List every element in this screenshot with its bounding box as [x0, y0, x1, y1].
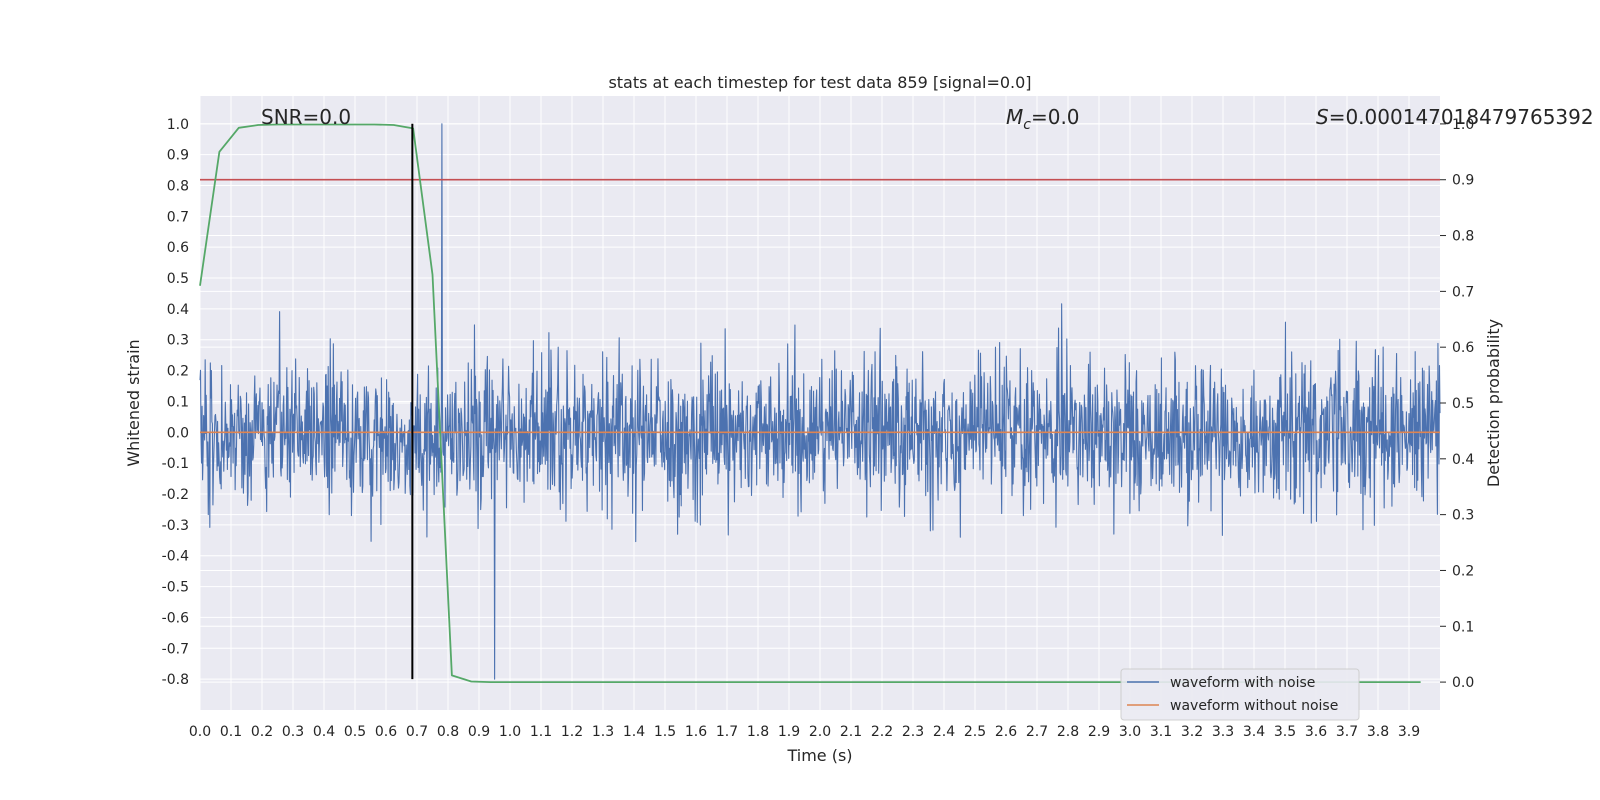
y-right-tick-label: 0.0 [1452, 675, 1474, 691]
x-tick-label: 0.4 [313, 724, 335, 740]
x-tick-label: 0.0 [189, 724, 211, 740]
x-tick-label: 2.6 [995, 724, 1017, 740]
chirp-mass-value: =0.0 [1031, 105, 1080, 129]
x-tick-label: 1.8 [747, 724, 769, 740]
snr-annotation: SNR=0.0 [261, 105, 351, 129]
x-tick-label: 0.8 [437, 724, 459, 740]
x-tick-label: 3.8 [1367, 724, 1389, 740]
chirp-mass-subscript: c [1023, 117, 1031, 133]
chirp-mass-annotation: Mc=0.0 [1006, 105, 1080, 133]
x-axis-label: Time (s) [786, 746, 852, 765]
y-tick-label: -0.4 [162, 549, 189, 565]
x-tick-label: 1.4 [623, 724, 645, 740]
detection-probability-line [199, 123, 1421, 683]
legend-label-with-noise: waveform with noise [1170, 675, 1315, 691]
x-tick-label: 3.9 [1398, 724, 1420, 740]
x-tick-label: 1.2 [561, 724, 583, 740]
y-axis-label: Whitened strain [124, 339, 143, 466]
y-right-tick-label: 1.0 [1452, 117, 1474, 133]
series-lines [199, 123, 1440, 683]
x-tick-label: 3.0 [1119, 724, 1141, 740]
legend-label-without-noise: waveform without noise [1170, 698, 1338, 714]
s-value: =0.000147018479765392 [1329, 105, 1594, 129]
y-right-tick-label: 0.9 [1452, 173, 1474, 189]
y-axis-right-label: Detection probability [1484, 319, 1503, 487]
x-tick-label: 2.8 [1057, 724, 1079, 740]
y-tick-label: -0.8 [162, 672, 189, 688]
y-tick-label: 0.1 [167, 394, 189, 410]
s-annotation: S=0.000147018479765392 [1316, 105, 1594, 129]
x-tick-label: 3.7 [1336, 724, 1358, 740]
chirp-mass-symbol: M [1006, 105, 1023, 129]
y-tick-label: -0.5 [162, 580, 189, 596]
axis-ticks: 0.0 0.1 0.2 0.3 0.4 0.5 0.6 0.7 0.8 0.9 1.0 1.1 1.2 1… [162, 117, 1475, 740]
x-tick-label: 3.5 [1274, 724, 1296, 740]
x-tick-label: 0.6 [375, 724, 397, 740]
x-tick-label: 0.3 [282, 724, 304, 740]
y-tick-label: 0.6 [167, 240, 189, 256]
y-right-tick-label: 0.8 [1452, 229, 1474, 245]
x-tick-label: 2.1 [840, 724, 862, 740]
x-tick-label: 2.2 [871, 724, 893, 740]
x-tick-label: 3.3 [1212, 724, 1234, 740]
y-right-tick-label: 0.5 [1452, 396, 1474, 412]
y-right-tick-label: 0.4 [1452, 452, 1474, 468]
x-tick-label: 3.6 [1305, 724, 1327, 740]
y-tick-label: -0.1 [162, 456, 189, 472]
y-tick-label: 0.0 [167, 425, 189, 441]
y-tick-label: 0.4 [167, 302, 189, 318]
y-right-tick-label: 0.6 [1452, 340, 1474, 356]
x-tick-label: 0.7 [406, 724, 428, 740]
x-tick-label: 0.2 [251, 724, 273, 740]
y-tick-label: 0.9 [167, 148, 189, 164]
y-tick-label: 0.7 [167, 209, 189, 225]
x-tick-label: 0.9 [468, 724, 490, 740]
y-tick-label: 0.3 [167, 333, 189, 349]
x-tick-label: 2.5 [964, 724, 986, 740]
x-tick-label: 1.9 [778, 724, 800, 740]
x-tick-label: 1.1 [530, 724, 552, 740]
y-right-tick-label: 0.1 [1452, 619, 1474, 635]
x-tick-label: 0.1 [220, 724, 242, 740]
legend-box [1120, 668, 1360, 721]
y-tick-label: 0.8 [167, 178, 189, 194]
s-symbol: S [1316, 105, 1329, 129]
y-tick-label: 0.5 [167, 271, 189, 287]
x-tick-label: 1.5 [654, 724, 676, 740]
y-tick-label: -0.7 [162, 641, 189, 657]
y-tick-label: -0.3 [162, 518, 189, 534]
y-right-tick-label: 0.7 [1452, 284, 1474, 300]
x-tick-label: 3.1 [1150, 724, 1172, 740]
x-tick-label: 2.7 [1026, 724, 1048, 740]
x-tick-label: 3.4 [1243, 724, 1265, 740]
y-tick-label: -0.6 [162, 610, 189, 626]
x-tick-label: 1.6 [685, 724, 707, 740]
series-waveform-with-noise [199, 123, 1441, 680]
y-tick-label: -0.2 [162, 487, 189, 503]
x-tick-label: 1.3 [592, 724, 614, 740]
waveform-with-noise-line [199, 123, 1441, 680]
y-right-tick-label: 0.3 [1452, 508, 1474, 524]
x-tick-label: 3.2 [1181, 724, 1203, 740]
x-tick-label: 0.5 [344, 724, 366, 740]
x-tick-label: 2.0 [809, 724, 831, 740]
x-tick-label: 2.3 [902, 724, 924, 740]
legend: waveform with noise waveform without noi… [1120, 668, 1360, 721]
x-tick-label: 2.4 [933, 724, 955, 740]
y-tick-label: 0.2 [167, 364, 189, 380]
x-tick-label: 1.7 [716, 724, 738, 740]
x-tick-label: 2.9 [1088, 724, 1110, 740]
x-tick-label: 1.0 [499, 724, 521, 740]
chart-title: stats at each timestep for test data 859… [608, 73, 1031, 92]
y-tick-label: 1.0 [167, 117, 189, 133]
y-right-tick-label: 0.2 [1452, 563, 1474, 579]
